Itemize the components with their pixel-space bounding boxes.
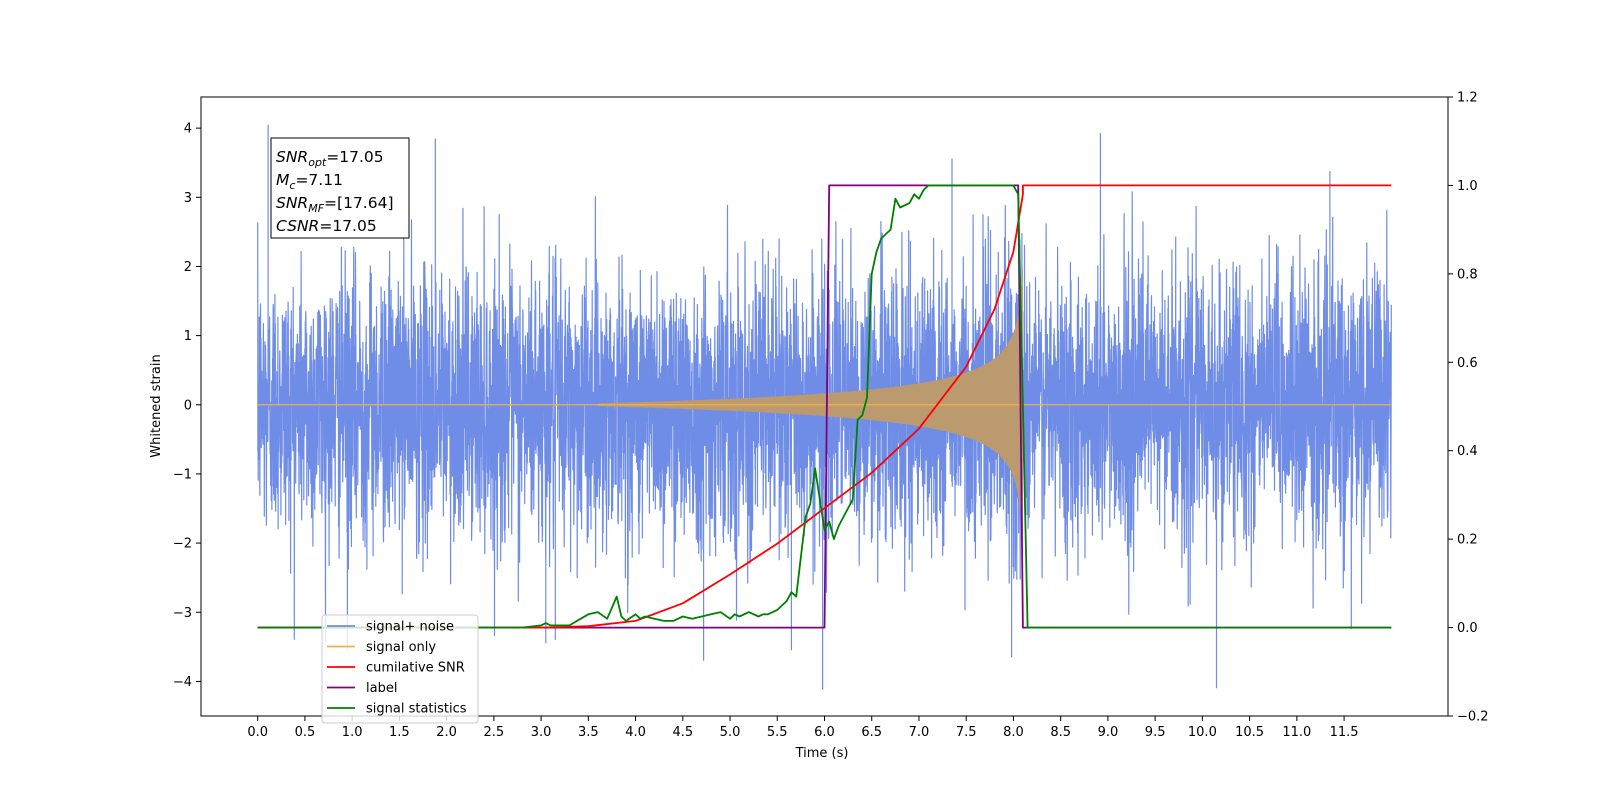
x-tick-label: 6.0	[814, 725, 835, 740]
y2-tick-label: 0.2	[1457, 533, 1478, 548]
legend-label: signal only	[366, 640, 436, 655]
x-tick-label: 9.5	[1145, 725, 1166, 740]
x-tick-label: 8.5	[1050, 725, 1071, 740]
annotation-subscript: MF	[308, 202, 324, 215]
y2-tick-label: 0.6	[1457, 356, 1478, 371]
y2-tick-label: 0.4	[1457, 444, 1478, 459]
x-tick-label: 3.0	[531, 725, 552, 740]
legend-label: signal+ noise	[366, 620, 454, 635]
x-tick-label: 11.0	[1282, 725, 1311, 740]
x-tick-label: 11.5	[1330, 725, 1359, 740]
y-axis-left: −4 −3 −2 −1 0 1 2 3 4	[173, 122, 201, 690]
y2-tick-label: 1.0	[1457, 179, 1478, 194]
y-tick-label: 4	[184, 122, 192, 137]
annotation-value: =[17.64]	[324, 194, 393, 212]
x-tick-label: 9.0	[1098, 725, 1119, 740]
plot-area	[257, 124, 1392, 690]
y2-tick-label: 0.8	[1457, 267, 1478, 282]
x-tick-label: 2.0	[436, 725, 457, 740]
legend: signal+ noise signal only cumilative SNR la…	[321, 614, 479, 724]
annotation-symbol: M	[276, 171, 289, 189]
x-tick-label: 8.0	[1003, 725, 1024, 740]
annotation-symbol: CSNR	[276, 217, 319, 235]
legend-label: label	[366, 681, 397, 696]
annotation-symbol: SNR	[276, 148, 308, 166]
x-tick-label: 5.0	[720, 725, 741, 740]
x-tick-label: 5.5	[767, 725, 788, 740]
x-tick-label: 7.0	[909, 725, 930, 740]
x-tick-label: 10.5	[1235, 725, 1264, 740]
x-tick-label: 0.0	[247, 725, 268, 740]
x-tick-label: 3.5	[578, 725, 599, 740]
annotation-subscript: opt	[308, 156, 327, 169]
y2-tick-label: 0.0	[1457, 621, 1478, 636]
series-signal-statistics-line	[257, 184, 1392, 629]
y-tick-label: −3	[173, 606, 192, 621]
annotation-line: SNRopt=17.05	[276, 148, 384, 169]
y-tick-label: 2	[184, 260, 192, 275]
x-tick-label: 4.5	[672, 725, 693, 740]
x-tick-label: 6.5	[861, 725, 882, 740]
annotation-line: CSNR=17.05	[276, 217, 377, 235]
annotation-value: =17.05	[319, 217, 376, 235]
x-tick-label: 1.5	[389, 725, 410, 740]
y-tick-label: 3	[184, 191, 192, 206]
y-tick-label: −1	[173, 467, 192, 482]
y-tick-label: −4	[173, 675, 192, 690]
x-tick-label: 7.5	[956, 725, 977, 740]
series-group	[257, 124, 1392, 690]
legend-label: cumilative SNR	[366, 661, 465, 676]
legend-label: signal statistics	[366, 702, 467, 717]
y2-tick-label: −0.2	[1457, 710, 1489, 725]
x-tick-label: 1.0	[342, 725, 363, 740]
annotation-box: SNRopt=17.05Mc=7.11SNRMF=[17.64]CSNR=17.…	[270, 137, 410, 239]
y-tick-label: 1	[184, 329, 192, 344]
x-tick-label: 4.0	[625, 725, 646, 740]
annotation-frame	[270, 137, 410, 239]
annotation-line: Mc=7.11	[276, 171, 343, 192]
annotation-subscript: c	[289, 179, 295, 192]
y-axis-right: −0.2 0.0 0.2 0.4 0.6 0.8 1.0 1.2	[1448, 91, 1489, 725]
y-tick-label: 0	[184, 398, 192, 413]
x-axis-title: Time (s)	[795, 746, 849, 761]
annotation-symbol: SNR	[276, 194, 308, 212]
y2-tick-label: 1.2	[1457, 91, 1478, 106]
annotation-value: =17.05	[326, 148, 383, 166]
y-axis-title: Whitened strain	[149, 354, 164, 457]
series-signal-noise-line	[257, 124, 1392, 690]
x-tick-label: 0.5	[295, 725, 316, 740]
annotation-value: =7.11	[295, 171, 343, 189]
legend-frame	[321, 614, 479, 724]
x-axis: 0.0 0.5 1.0 1.5 2.0 2.5 3.0 3.5 4.0 4.5 5.0 5.5 6.0 6…	[247, 716, 1359, 740]
x-tick-label: 10.0	[1188, 725, 1217, 740]
annotation-line: SNRMF=[17.64]	[276, 194, 394, 215]
x-tick-label: 2.5	[484, 725, 505, 740]
y-tick-label: −2	[173, 537, 192, 552]
